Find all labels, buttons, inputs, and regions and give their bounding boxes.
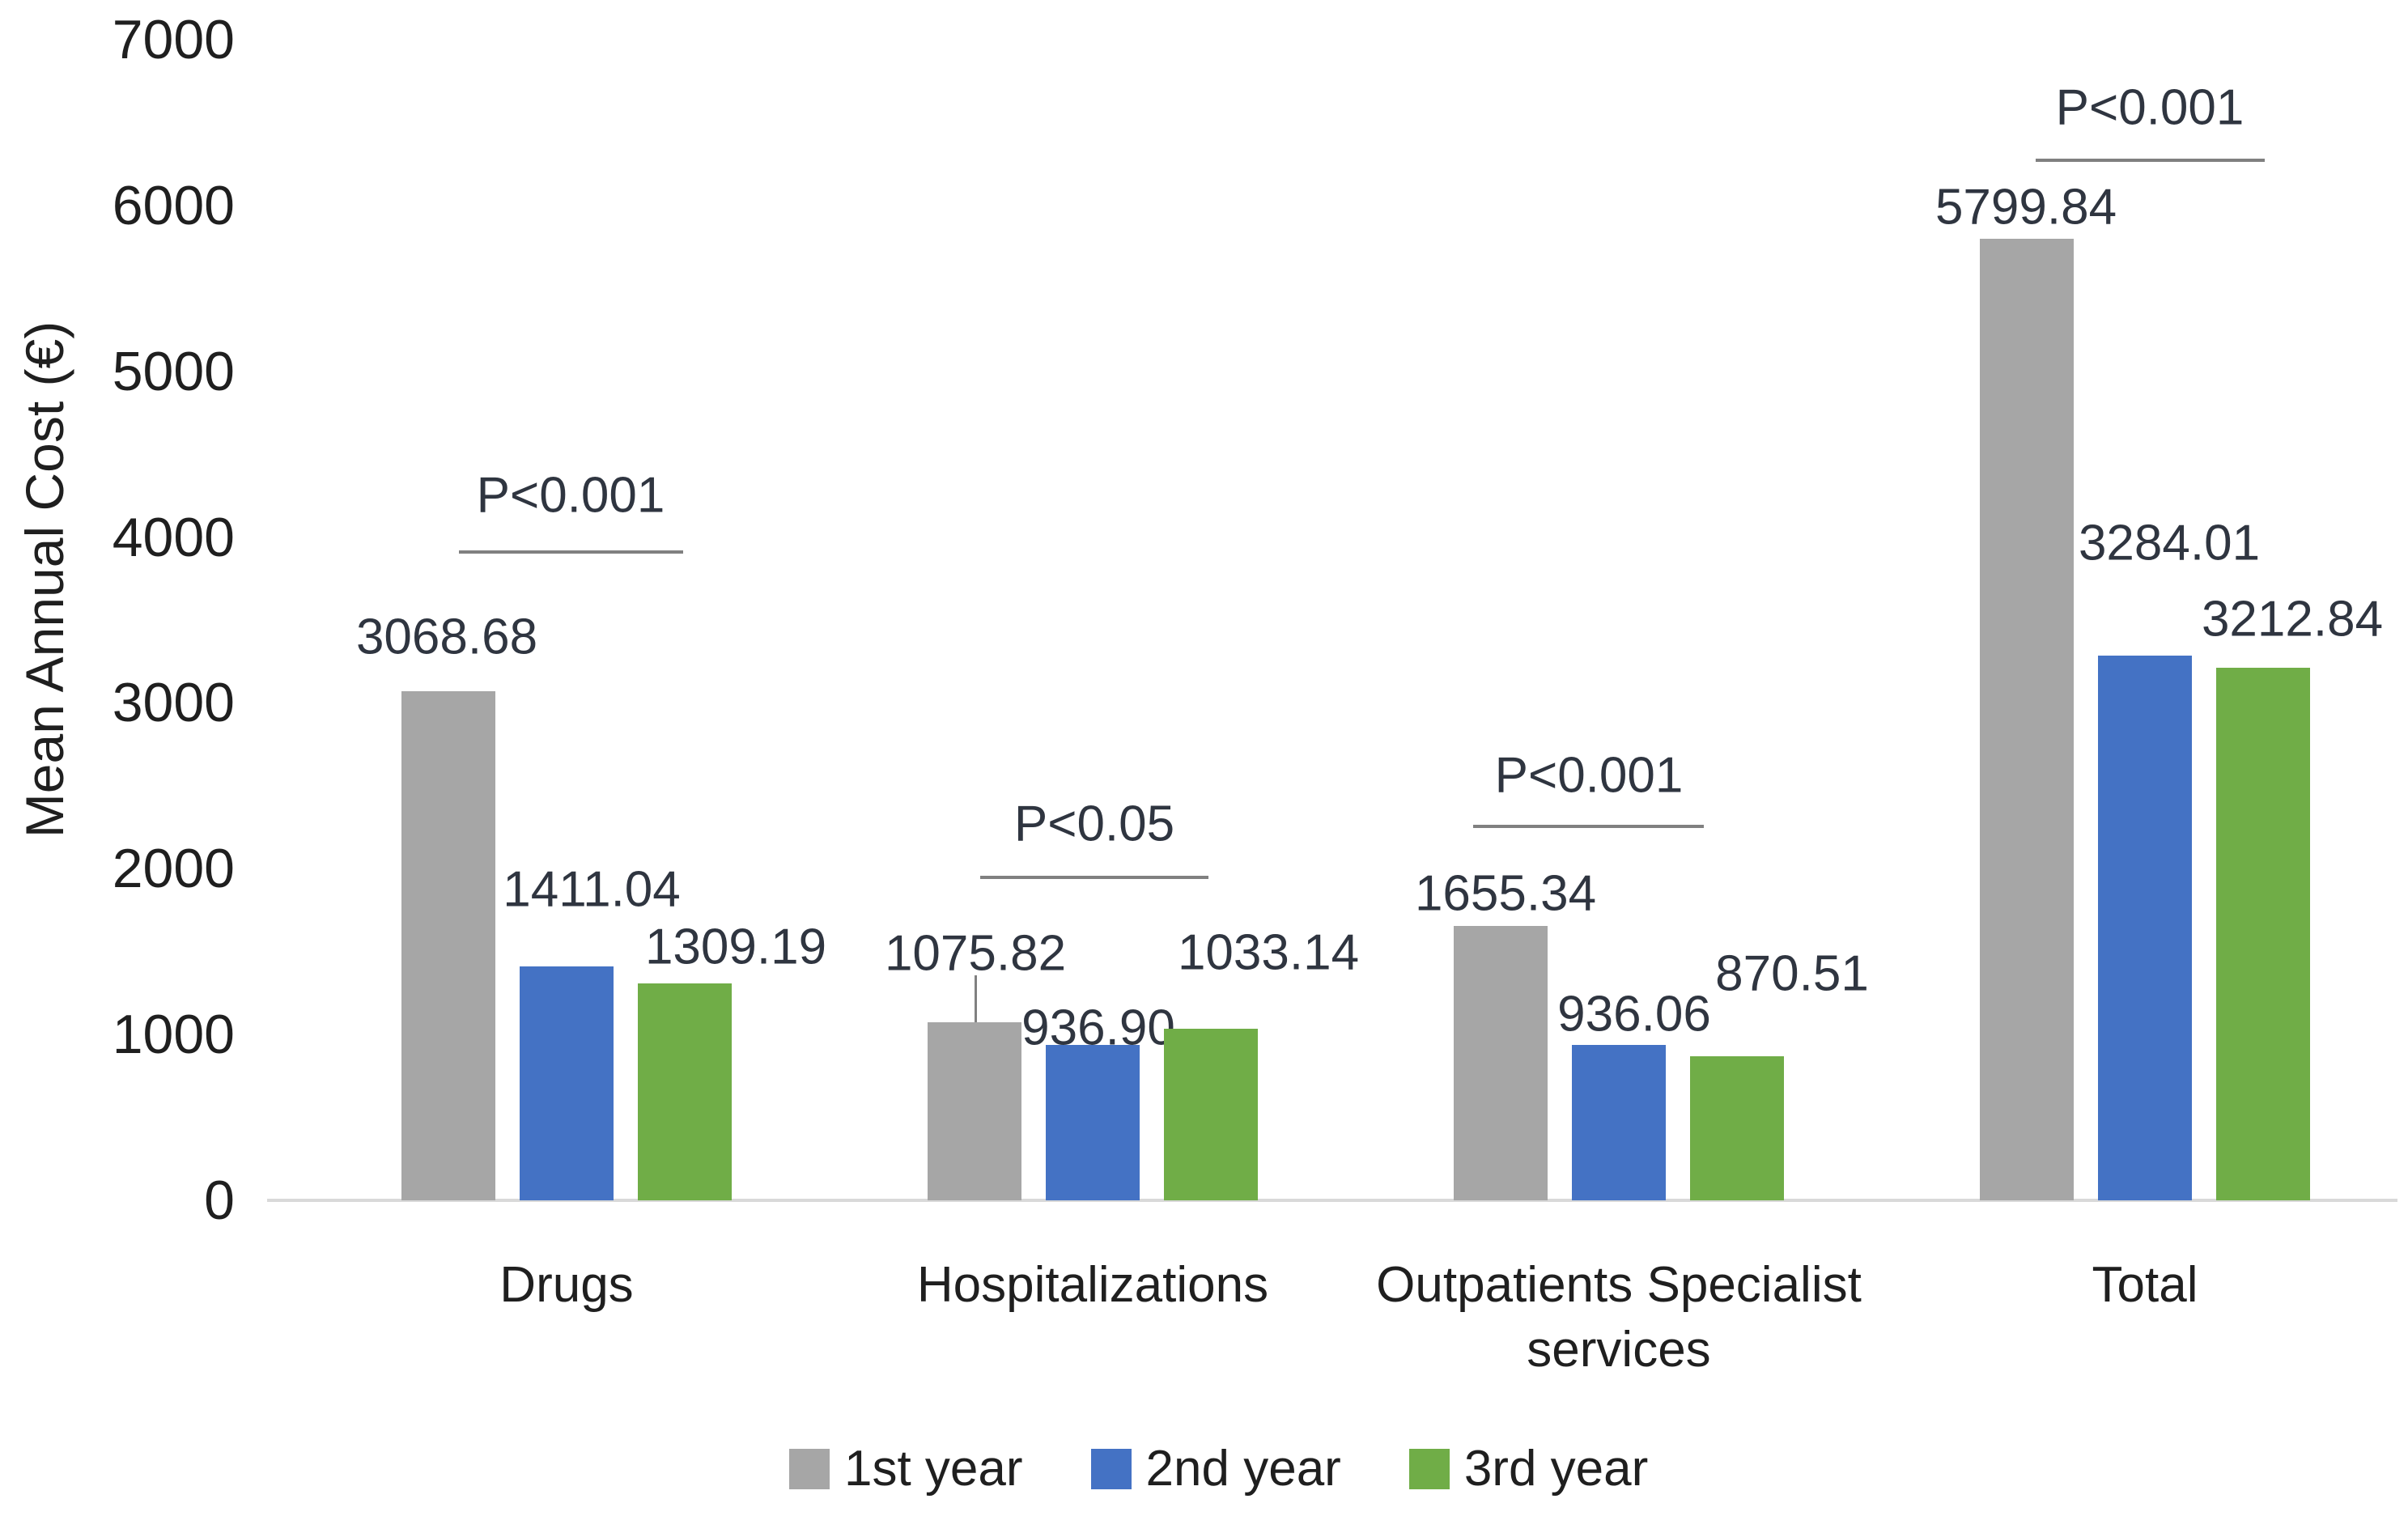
data-label: 1655.34 xyxy=(1414,865,1597,922)
pvalue-label: P<0.001 xyxy=(476,467,665,524)
legend-label: 2nd year xyxy=(1145,1441,1341,1497)
bar-1st-year-2 xyxy=(928,1021,1021,1200)
bar-3rd-year-1 xyxy=(638,983,732,1200)
y-tick-label: 4000 xyxy=(112,506,235,568)
legend-item: 3rd year xyxy=(1408,1441,1649,1497)
data-label: 3284.01 xyxy=(2078,515,2261,571)
pvalue-line xyxy=(459,550,683,554)
y-tick-label: 1000 xyxy=(112,1004,235,1066)
error-bar-whisker xyxy=(975,975,977,1022)
pvalue-line xyxy=(980,876,1208,879)
legend-label: 1st year xyxy=(844,1441,1023,1497)
y-tick-label: 2000 xyxy=(112,838,235,900)
legend-item: 2nd year xyxy=(1090,1441,1341,1497)
bar-2nd-year-1 xyxy=(520,966,614,1200)
data-label: 1033.14 xyxy=(1177,924,1360,981)
data-label: 870.51 xyxy=(1715,945,1869,1002)
data-label: 1309.19 xyxy=(644,919,827,975)
bar-3rd-year-3 xyxy=(1690,1055,1784,1200)
category-label: Drugs xyxy=(499,1257,634,1313)
bar-2nd-year-4 xyxy=(2098,656,2192,1200)
y-tick-label: 0 xyxy=(204,1170,235,1231)
y-tick-label: 3000 xyxy=(112,672,235,734)
pvalue-line xyxy=(2036,159,2265,162)
legend-swatch-3rd-year xyxy=(1408,1449,1450,1489)
pvalue-label: P<0.001 xyxy=(1494,747,1684,804)
x-axis-line xyxy=(267,1199,2397,1202)
bar-3rd-year-2 xyxy=(1164,1029,1258,1200)
pvalue-line xyxy=(1473,825,1704,828)
y-tick-label: 5000 xyxy=(112,340,235,402)
category-label: Hospitalizations xyxy=(916,1257,1269,1313)
data-label: 5799.84 xyxy=(1934,179,2117,236)
legend-item: 1st year xyxy=(789,1442,1023,1496)
pvalue-label: P<0.001 xyxy=(2055,79,2244,136)
bar-2nd-year-2 xyxy=(1046,1045,1140,1200)
category-label: Outpatients Specialist services xyxy=(1376,1257,1862,1378)
legend-swatch-2nd-year xyxy=(1090,1449,1132,1489)
legend: 1st year 2nd year 3rd year xyxy=(789,1442,1648,1496)
legend-label: 3rd year xyxy=(1463,1441,1649,1497)
data-label: 3068.68 xyxy=(355,609,538,665)
pvalue-label: P<0.05 xyxy=(1013,796,1175,852)
data-label: 3212.84 xyxy=(2201,591,2384,648)
y-tick-label: 6000 xyxy=(112,174,235,236)
bar-2nd-year-3 xyxy=(1572,1045,1666,1200)
data-label: 936.06 xyxy=(1557,986,1711,1043)
data-label: 1411.04 xyxy=(503,861,681,918)
bar-1st-year-4 xyxy=(1980,238,2074,1200)
bar-3rd-year-4 xyxy=(2216,667,2310,1200)
data-label: 936.90 xyxy=(1021,1000,1175,1056)
y-tick-label: 7000 xyxy=(112,9,235,70)
category-label: Total xyxy=(2092,1257,2198,1313)
bar-1st-year-1 xyxy=(401,691,495,1200)
legend-swatch-1st-year xyxy=(789,1449,830,1489)
data-label: 1075.82 xyxy=(884,925,1067,982)
bar-1st-year-3 xyxy=(1454,925,1548,1200)
